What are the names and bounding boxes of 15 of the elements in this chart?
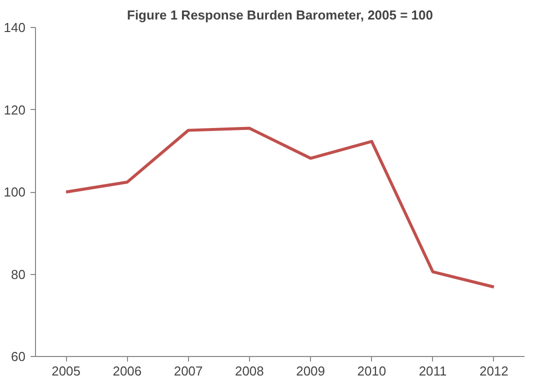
y-tick-label: 100 [4, 184, 26, 200]
y-tick-label: 120 [4, 102, 26, 118]
y-tick-label: 60 [11, 349, 26, 364]
x-tick-label: 2005 [52, 364, 81, 378]
x-tick-label: 2010 [357, 364, 386, 378]
y-tick-label: 140 [4, 20, 26, 35]
x-tick-label: 2008 [234, 364, 264, 378]
x-tick-label: 2012 [479, 364, 508, 378]
x-tick-label: 2011 [418, 364, 447, 378]
x-tick-label: 2007 [174, 364, 203, 378]
y-tick-label: 80 [11, 266, 26, 282]
x-tick-label: 2006 [112, 364, 142, 378]
line-series [64, 126, 496, 288]
x-tick-label: 2009 [296, 364, 326, 378]
chart-title: Figure 1 Response Burden Barometer, 2005 = 100 [127, 8, 434, 22]
